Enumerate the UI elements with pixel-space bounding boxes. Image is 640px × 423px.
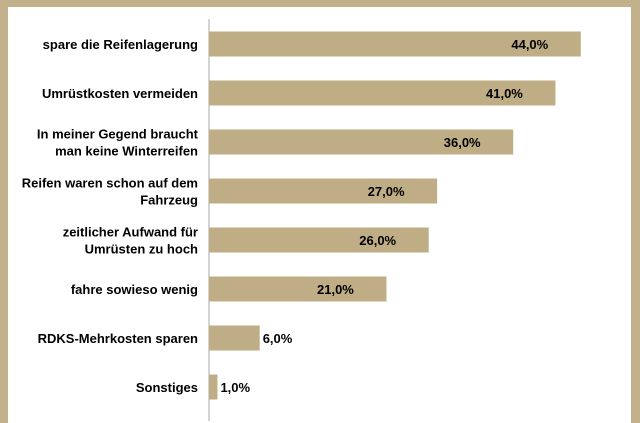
bar: [209, 227, 429, 253]
category-label: Sonstiges: [136, 380, 198, 395]
value-label: 21,0%: [317, 282, 354, 297]
value-label: 41,0%: [486, 86, 523, 101]
value-label: 26,0%: [359, 233, 396, 248]
category-label-line: RDKS-Mehrkosten sparen: [38, 331, 198, 346]
category-label-line: In meiner Gegend braucht: [37, 127, 199, 142]
chart-frame: 44,0% spare die Reifenlagerung 41,0% Umrüst…: [8, 7, 631, 423]
category-label: Reifen waren schon auf dem Fahrzeug: [22, 176, 198, 208]
category-label: fahre sowieso wenig: [71, 282, 198, 297]
bar: [209, 276, 387, 302]
category-label: RDKS-Mehrkosten sparen: [38, 331, 198, 346]
value-label: 27,0%: [368, 184, 405, 199]
value-label: 44,0%: [511, 37, 548, 52]
bar-chart: 44,0% spare die Reifenlagerung 41,0% Umrüst…: [22, 19, 581, 421]
category-label: spare die Reifenlagerung: [43, 37, 198, 52]
category-label-line: Fahrzeug: [140, 193, 198, 208]
category-label: zeitlicher Aufwand für Umrüsten zu hoch: [63, 225, 198, 257]
category-label-line: fahre sowieso wenig: [71, 282, 198, 297]
bar: [209, 129, 514, 155]
category-label-line: spare die Reifenlagerung: [43, 37, 198, 52]
value-label: 6,0%: [263, 331, 293, 346]
bar: [209, 325, 260, 351]
category-label-line: Reifen waren schon auf dem: [22, 176, 198, 191]
category-label: In meiner Gegend braucht man keine Winter…: [37, 127, 199, 159]
bar-group: 44,0% spare die Reifenlagerung 41,0% Umrüst…: [22, 31, 581, 400]
bar: [209, 31, 581, 57]
bar: [209, 178, 438, 204]
category-label-line: man keine Winterreifen: [55, 144, 198, 159]
value-label: 1,0%: [220, 380, 250, 395]
category-label-line: Umrüsten zu hoch: [85, 242, 198, 257]
value-label: 36,0%: [444, 135, 481, 150]
category-label-line: zeitlicher Aufwand für: [63, 225, 198, 240]
bar: [209, 374, 218, 400]
bar: [209, 80, 556, 106]
category-label-line: Umrüstkosten vermeiden: [42, 86, 198, 101]
category-label: Umrüstkosten vermeiden: [42, 86, 198, 101]
category-label-line: Sonstiges: [136, 380, 198, 395]
